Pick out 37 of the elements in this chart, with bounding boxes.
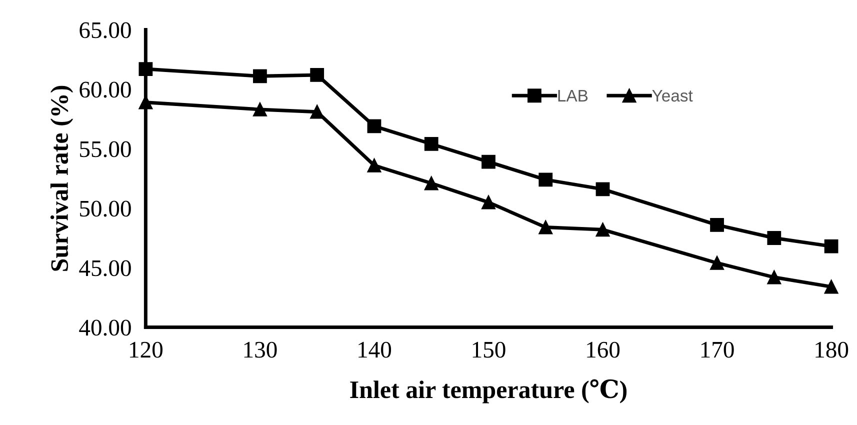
- y-tick-label: 65.00: [80, 22, 131, 38]
- y-tick-label: 50.00: [80, 200, 131, 217]
- point: [424, 137, 438, 151]
- x-tick-label: 160: [587, 342, 620, 358]
- point: [253, 102, 267, 116]
- point: [367, 119, 382, 134]
- y-tick-label: 55.00: [80, 141, 131, 158]
- point: [482, 154, 496, 169]
- point: [767, 231, 782, 245]
- point: [767, 270, 782, 284]
- y-tick-label: 45.00: [79, 260, 131, 276]
- point: [424, 176, 438, 190]
- y-tick-label: 60.00: [80, 82, 131, 98]
- point: [710, 256, 724, 270]
- legend-label: LAB: [558, 90, 588, 102]
- point: [253, 69, 267, 84]
- y-tick-label: 40.00: [79, 320, 131, 336]
- x-tick-label: 120: [130, 342, 162, 358]
- x-tick-label: 140: [358, 342, 392, 358]
- point: [538, 172, 553, 187]
- point: [824, 239, 838, 254]
- x-tick-label: 130: [244, 342, 277, 358]
- x-tick-label: 170: [701, 342, 734, 358]
- point: [596, 222, 610, 237]
- y-axis-title: Survival rate (%): [50, 86, 74, 271]
- point: [710, 218, 724, 232]
- point: [310, 104, 324, 119]
- legend-label: Yeast: [652, 90, 693, 102]
- point: [824, 280, 838, 294]
- point: [482, 195, 496, 210]
- x-axis-title: Inlet air temperature (℃): [350, 379, 627, 404]
- point: [310, 68, 324, 82]
- point: [367, 158, 382, 172]
- x-tick-label: 150: [472, 342, 506, 358]
- point: [596, 182, 610, 196]
- point: [538, 220, 553, 234]
- x-tick-label: 180: [816, 342, 848, 358]
